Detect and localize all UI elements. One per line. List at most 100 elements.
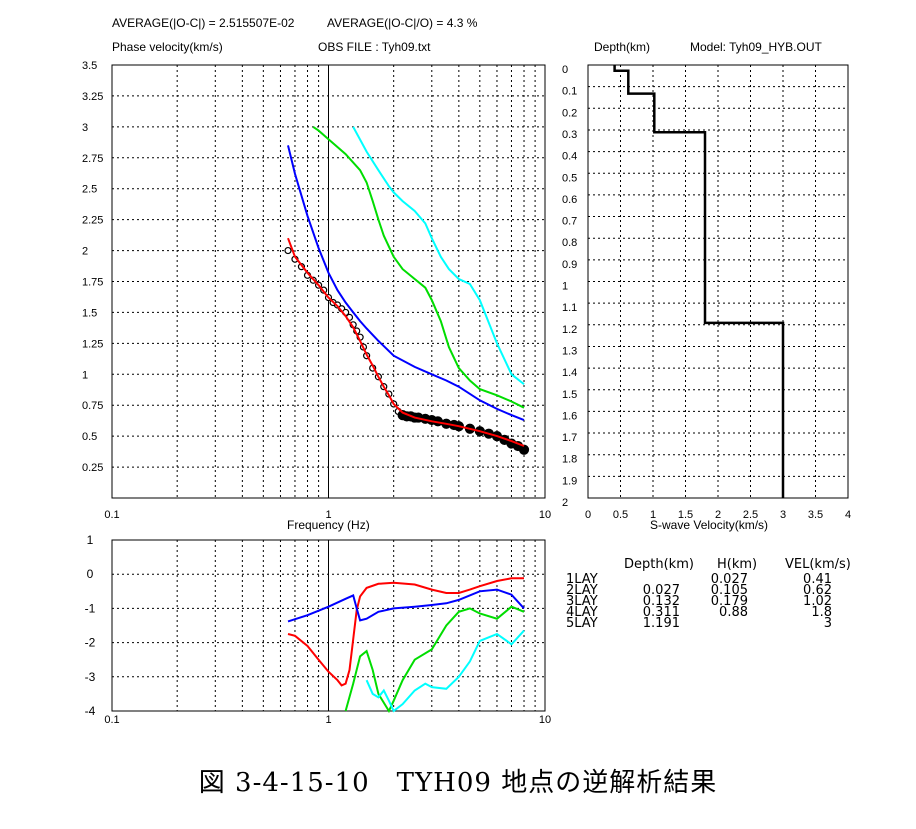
y-tick-label: 3: [82, 122, 88, 134]
y-tick-label: 0.75: [82, 400, 103, 412]
y-tick-label: 0: [562, 64, 568, 76]
y-tick-label: 2: [562, 497, 568, 509]
table-cell-vel: 1.8: [811, 605, 832, 620]
y-tick-label: 0.5: [562, 172, 577, 184]
obs-file-text: OBS FILE : Tyh09.txt: [318, 40, 431, 54]
y-tick-label: 0.4: [562, 151, 577, 163]
plot-frame: [111, 539, 546, 712]
x-tick-label: 10: [539, 509, 551, 521]
table-cell-layer: 5LAY: [566, 616, 598, 631]
x-tick-label: 2: [715, 509, 721, 521]
x-tick-label: 10: [539, 714, 551, 726]
x-tick-label: 0.1: [104, 714, 119, 726]
table-cell-layer: 4LAY: [566, 605, 598, 620]
phase-velocity-label: Phase velocity(km/s): [112, 40, 223, 54]
y-tick-label: 2.5: [82, 184, 97, 196]
x-tick-label: 3.5: [808, 509, 823, 521]
depth-axis-label: Depth(km): [594, 40, 651, 54]
table-cell-depth: 0.027: [642, 583, 680, 598]
table-header-vel: VEL(km/s): [785, 557, 851, 572]
dispersion-curve: [287, 145, 525, 422]
plot-frame: [587, 64, 849, 499]
average-rel-text: AVERAGE(|O-C|/O) = 4.3 %: [327, 16, 478, 30]
table-cell-vel: 0.62: [803, 583, 832, 598]
y-tick-label: 3.5: [82, 60, 97, 72]
table-cell-vel: 3: [823, 616, 832, 631]
table-cell-depth: 1.191: [642, 616, 680, 631]
plot-frame: [111, 64, 546, 499]
y-tick-label: 1.4: [562, 367, 577, 379]
y-tick-label: 1: [562, 281, 568, 293]
x-tick-label: 1: [650, 509, 656, 521]
y-tick-label: 1: [82, 369, 88, 381]
table-cell-h: 0.105: [710, 583, 748, 598]
frequency-axis-label: Frequency (Hz): [287, 518, 370, 532]
table-cell-layer: 3LAY: [566, 594, 598, 609]
y-tick-label: 1.6: [562, 410, 577, 422]
residual-curve: [365, 629, 525, 713]
y-tick-label: 0.6: [562, 194, 577, 206]
y-tick-label: 1.2: [562, 324, 577, 336]
y-tick-label: 0.1: [562, 86, 577, 98]
y-tick-label: -3: [85, 670, 96, 684]
dispersion-curve: [312, 126, 525, 409]
y-tick-label: 0.2: [562, 107, 577, 119]
observed-point: [518, 444, 530, 455]
average-abs-text: AVERAGE(|O-C|) = 2.515507E-02: [112, 16, 295, 30]
observed-point: [284, 246, 292, 255]
residual-curve: [287, 588, 525, 623]
x-tick-label: 0.1: [104, 509, 119, 521]
y-tick-label: 0.8: [562, 237, 577, 249]
table-header-depth: Depth(km): [624, 557, 694, 572]
y-tick-label: 1.1: [562, 302, 577, 314]
y-tick-label: 1: [87, 533, 94, 547]
table-cell-vel: 0.41: [803, 572, 832, 587]
table-cell-layer: 2LAY: [566, 583, 598, 598]
table-cell-h: 0.179: [710, 594, 748, 609]
table-cell-depth: 0.311: [642, 605, 680, 620]
y-tick-label: 1.75: [82, 277, 103, 289]
x-tick-label: 4: [845, 509, 851, 521]
y-tick-label: 0: [87, 567, 94, 581]
swave-axis-label: S-wave Velocity(km/s): [650, 518, 769, 532]
y-tick-label: 1.5: [82, 307, 97, 319]
x-tick-label: 1: [325, 714, 331, 726]
residual-curve: [344, 605, 525, 714]
table-cell-layer: 1LAY: [566, 572, 598, 587]
y-tick-label: 0.9: [562, 259, 577, 271]
charts-canvas: 0.25 0.5 0.75 1 1.25 1.5 1.75 2 2.25 2.5 2.75 3 3.25…: [82, 60, 851, 726]
y-tick-label: 1.5: [562, 389, 577, 401]
y-tick-label: -4: [85, 704, 96, 718]
y-tick-label: 0.3: [562, 129, 577, 141]
y-tick-label: 1.9: [562, 475, 577, 487]
x-tick-label: 3: [780, 509, 786, 521]
x-tick-label: 0.5: [613, 509, 628, 521]
figure-caption: 図 3-4-15-10 TYH09 地点の逆解析結果: [198, 768, 718, 798]
table-cell-depth: 0.132: [642, 594, 680, 609]
y-tick-label: 1.8: [562, 454, 577, 466]
dispersion-curve: [352, 126, 525, 385]
y-tick-label: 1.25: [82, 338, 103, 350]
table-cell-h: 0.88: [719, 605, 748, 620]
y-tick-label: -1: [85, 601, 96, 615]
x-tick-label: 2.5: [743, 509, 758, 521]
table-cell-vel: 1.02: [803, 594, 832, 609]
x-tick-label: 1: [325, 509, 331, 521]
x-tick-label: 1.5: [678, 509, 693, 521]
x-tick-label: 0: [585, 509, 591, 521]
residual-curve: [287, 577, 524, 687]
y-tick-label: 2: [82, 246, 88, 258]
y-tick-label: -2: [85, 636, 96, 650]
y-tick-label: 1.3: [562, 345, 577, 357]
table-cell-h: 0.027: [710, 572, 748, 587]
y-tick-label: 2.75: [82, 153, 103, 165]
model-text: Model: Tyh09_HYB.OUT: [690, 40, 822, 54]
table-header-h: H(km): [717, 557, 758, 572]
y-tick-label: 0.25: [82, 462, 103, 474]
y-tick-label: 1.7: [562, 432, 577, 444]
y-tick-label: 0.5: [82, 431, 97, 443]
velocity-profile-line: [613, 65, 785, 498]
dispersion-curve: [287, 237, 525, 447]
y-tick-label: 2.25: [82, 215, 103, 227]
